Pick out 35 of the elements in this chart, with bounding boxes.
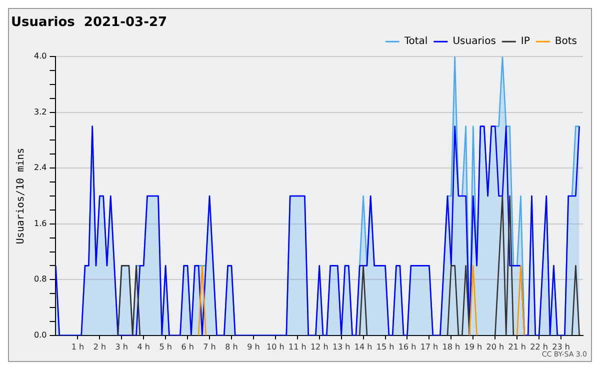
y-tick-label: 2.4 xyxy=(34,163,47,172)
legend-label: Total xyxy=(403,36,428,48)
x-tick-label: 10 h xyxy=(266,342,284,352)
y-axis-title: Usuarios/10 mins xyxy=(16,148,27,244)
x-tick-label: 9 h xyxy=(247,342,260,352)
x-tick-label: 19 h xyxy=(464,342,482,352)
x-tick-label: 16 h xyxy=(398,342,416,352)
x-tick-label: 2 h xyxy=(93,342,106,352)
x-tick-label: 4 h xyxy=(137,342,150,352)
x-tick-label: 23 h xyxy=(552,342,570,352)
x-tick-label: 11 h xyxy=(288,342,306,352)
x-tick-label: 12 h xyxy=(310,342,328,352)
x-tick-label: 1 h xyxy=(71,342,84,352)
x-tick-label: 5 h xyxy=(159,342,172,352)
legend-label: IP xyxy=(520,36,530,48)
legend-label: Usuarios xyxy=(452,36,496,48)
x-tick-label: 15 h xyxy=(376,342,394,352)
legend-label: Bots xyxy=(554,36,577,48)
chart-title: Usuarios 2021-03-27 xyxy=(11,15,168,30)
y-tick-label: 3.2 xyxy=(34,107,47,116)
x-tick-label: 3 h xyxy=(115,342,128,352)
y-tick-label: 4.0 xyxy=(34,52,47,61)
x-tick-label: 8 h xyxy=(225,342,238,352)
x-tick-label: 18 h xyxy=(442,342,460,352)
x-tick-label: 7 h xyxy=(203,342,216,352)
x-tick-label: 20 h xyxy=(486,342,504,352)
x-tick-label: 21 h xyxy=(508,342,526,352)
x-tick-label: 17 h xyxy=(420,342,438,352)
y-tick-label: 0.0 xyxy=(34,330,47,340)
y-tick-label: 1.6 xyxy=(34,218,47,228)
x-tick-label: 13 h xyxy=(332,342,350,352)
x-tick-label: 22 h xyxy=(530,342,548,352)
y-tick-label: 0.8 xyxy=(34,274,47,284)
x-tick-label: 6 h xyxy=(181,342,194,352)
x-tick-label: 14 h xyxy=(354,342,372,352)
